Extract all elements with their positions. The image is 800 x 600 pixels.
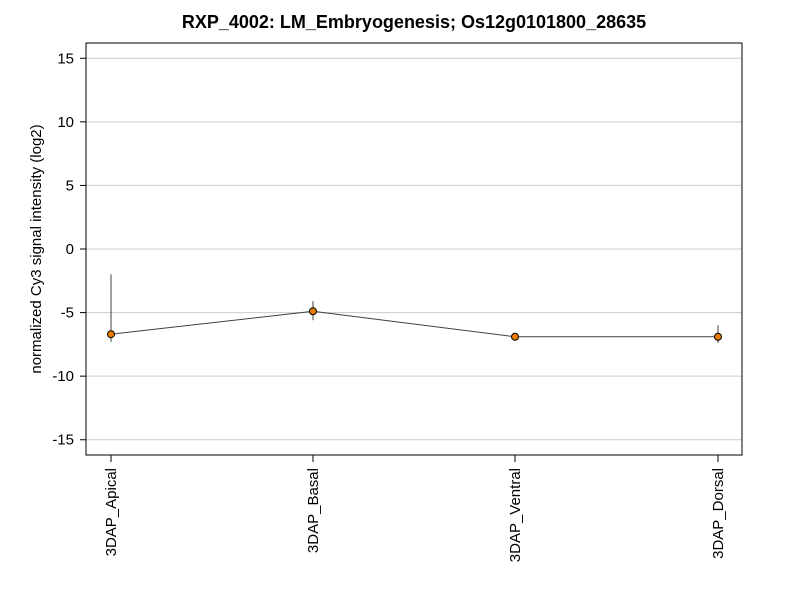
series bbox=[107, 274, 722, 344]
y-axis-label: normalized Cy3 signal intensity (log2) bbox=[28, 124, 45, 373]
data-point bbox=[714, 332, 722, 341]
y-tick-label: -15 bbox=[52, 432, 74, 449]
y-tick-label: -5 bbox=[61, 305, 74, 322]
chart-title: RXP_4002: LM_Embryogenesis; Os12g0101800… bbox=[182, 12, 646, 32]
data-point bbox=[511, 332, 519, 341]
y-tick-label: 15 bbox=[57, 50, 74, 67]
grid bbox=[86, 57, 742, 441]
y-tick-label: -10 bbox=[52, 368, 74, 385]
x-axis: 3DAP_Apical 3DAP_Basal 3DAP_Ventral 3DAP_Do… bbox=[103, 455, 727, 562]
data-point bbox=[107, 330, 115, 339]
data-point bbox=[309, 307, 317, 316]
y-tick-label: 5 bbox=[66, 177, 74, 194]
y-tick-label: 0 bbox=[66, 241, 74, 258]
x-tick-label: 3DAP_Basal bbox=[305, 468, 322, 553]
y-tick-label: 10 bbox=[57, 114, 74, 131]
x-tick-label: 3DAP_Ventral bbox=[507, 468, 524, 562]
series-line bbox=[110, 310, 718, 338]
x-tick-label: 3DAP_Dorsal bbox=[710, 468, 727, 559]
x-tick-label: 3DAP_Apical bbox=[103, 468, 120, 556]
y-axis: -15 -10 -5 0 5 10 15 bbox=[52, 50, 86, 449]
